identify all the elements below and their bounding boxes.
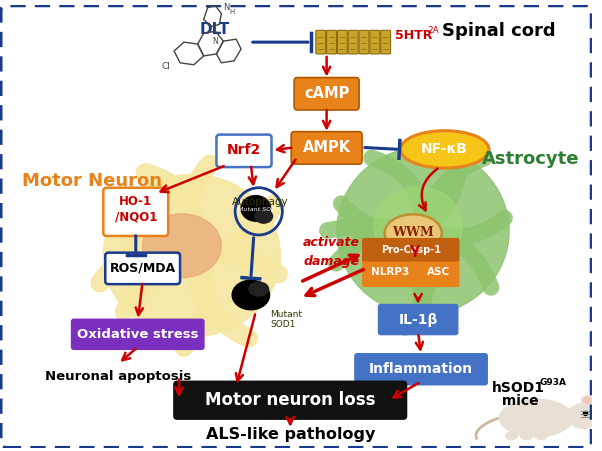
FancyBboxPatch shape (294, 78, 359, 110)
FancyBboxPatch shape (349, 30, 358, 54)
Text: NF-κB: NF-κB (421, 143, 468, 156)
Text: Inflammation: Inflammation (369, 362, 473, 376)
FancyBboxPatch shape (370, 30, 380, 54)
FancyBboxPatch shape (380, 30, 391, 54)
Ellipse shape (104, 175, 281, 337)
FancyBboxPatch shape (316, 30, 326, 54)
Text: IL-1β: IL-1β (399, 313, 438, 327)
Text: 5HTR: 5HTR (396, 29, 433, 42)
Text: Motor neuron loss: Motor neuron loss (205, 391, 376, 409)
FancyBboxPatch shape (105, 253, 180, 284)
Text: cAMP: cAMP (304, 86, 349, 101)
Text: N: N (223, 3, 230, 12)
Text: ASC: ASC (427, 267, 450, 277)
FancyBboxPatch shape (217, 134, 272, 167)
Ellipse shape (241, 196, 270, 221)
Ellipse shape (232, 280, 270, 310)
Ellipse shape (583, 397, 591, 403)
Text: ROS/MDA: ROS/MDA (110, 262, 176, 275)
Text: Motor Neuron: Motor Neuron (22, 172, 162, 190)
Text: Cl: Cl (161, 62, 170, 71)
FancyBboxPatch shape (378, 304, 459, 335)
FancyBboxPatch shape (359, 30, 369, 54)
FancyBboxPatch shape (418, 258, 459, 287)
FancyBboxPatch shape (362, 238, 459, 262)
Text: ALS-like pathology: ALS-like pathology (205, 427, 375, 442)
FancyBboxPatch shape (71, 318, 205, 350)
Text: N: N (213, 37, 219, 46)
Text: Oxidative stress: Oxidative stress (77, 328, 199, 341)
Ellipse shape (385, 214, 442, 252)
Ellipse shape (582, 396, 593, 405)
Text: Astrocyte: Astrocyte (482, 150, 580, 168)
Ellipse shape (520, 432, 532, 440)
FancyBboxPatch shape (354, 353, 488, 386)
Text: Pro-Casp-1: Pro-Casp-1 (381, 245, 441, 255)
Ellipse shape (143, 214, 222, 278)
FancyBboxPatch shape (338, 30, 347, 54)
Text: DLT: DLT (199, 23, 229, 37)
Text: hSOD1: hSOD1 (492, 382, 545, 396)
Text: Mutant SOD1: Mutant SOD1 (238, 207, 280, 212)
Text: mice: mice (497, 394, 538, 408)
Ellipse shape (535, 432, 547, 440)
Text: HO-1
/NQO1: HO-1 /NQO1 (114, 195, 157, 224)
Ellipse shape (337, 147, 509, 315)
Text: Autophagy: Autophagy (232, 197, 289, 207)
Text: WWM: WWM (393, 226, 434, 239)
Text: Mutant
SOD1: Mutant SOD1 (270, 310, 303, 329)
FancyBboxPatch shape (291, 132, 362, 164)
Text: damage: damage (303, 255, 359, 268)
Ellipse shape (255, 209, 273, 223)
Ellipse shape (249, 282, 268, 296)
Ellipse shape (499, 399, 573, 437)
Text: G93A: G93A (539, 378, 566, 387)
FancyBboxPatch shape (362, 258, 420, 287)
Ellipse shape (568, 404, 599, 428)
Ellipse shape (506, 432, 518, 440)
Text: Neuronal apoptosis: Neuronal apoptosis (45, 370, 191, 383)
Text: AMPK: AMPK (303, 140, 351, 155)
FancyBboxPatch shape (173, 381, 408, 420)
Text: Spinal cord: Spinal cord (442, 23, 556, 41)
FancyBboxPatch shape (327, 30, 337, 54)
Ellipse shape (374, 187, 462, 266)
FancyBboxPatch shape (104, 188, 168, 236)
Text: NLRP3: NLRP3 (371, 267, 410, 277)
Text: Nrf2: Nrf2 (227, 143, 261, 157)
Text: H: H (229, 9, 234, 14)
Text: activate: activate (303, 236, 360, 249)
Ellipse shape (400, 131, 489, 168)
Text: 2A: 2A (427, 27, 439, 35)
